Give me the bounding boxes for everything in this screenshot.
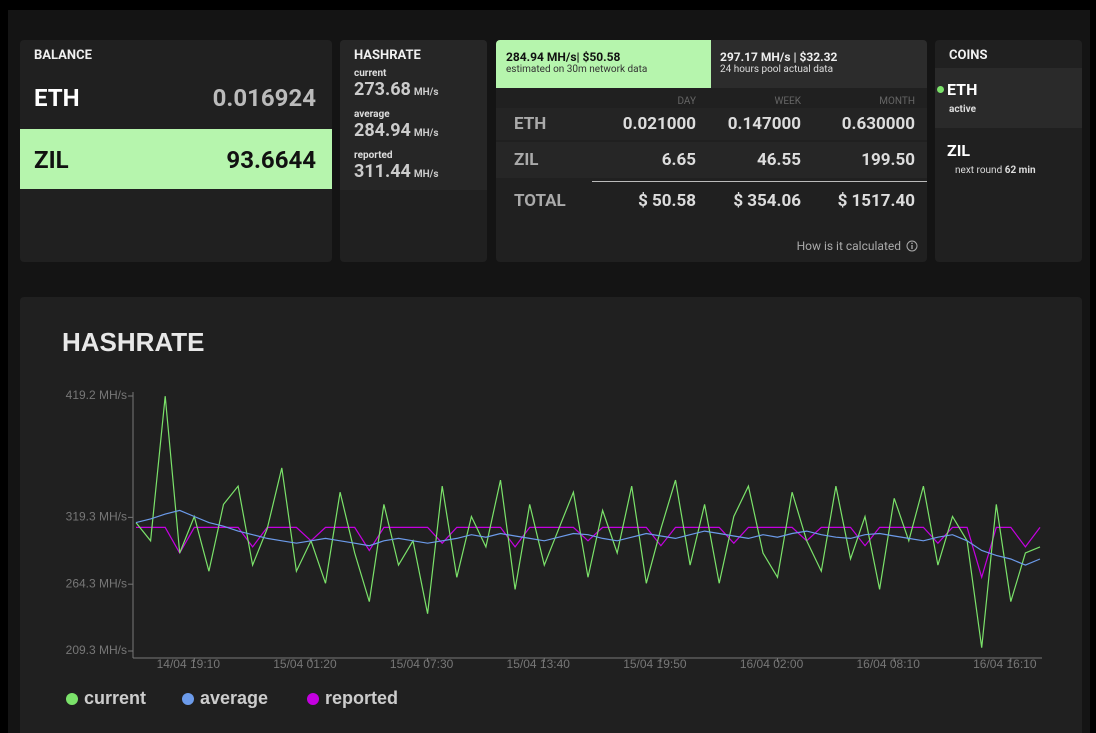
legend-label: reported xyxy=(325,688,398,708)
stat-value: 284.94 MH/s xyxy=(354,120,439,141)
eta: 62 min xyxy=(1004,165,1036,176)
x-tick-label: 15/04 19:50 xyxy=(623,657,687,671)
cell: 0.021000 xyxy=(622,114,696,134)
unit: MH/s xyxy=(413,128,439,139)
y-tick-label: 319.3 MH/s xyxy=(66,510,127,524)
cell: 199.50 xyxy=(861,150,915,170)
coins-card: COINS ETH active ZIL next round 62 min xyxy=(935,40,1082,262)
active-dot xyxy=(937,86,944,93)
coin-status: active xyxy=(949,104,976,115)
coin-name: ETH xyxy=(947,80,978,99)
coin-row[interactable]: ETH active xyxy=(935,68,1082,128)
card-title: BALANCE xyxy=(34,48,92,63)
cell: 6.65 xyxy=(661,150,696,170)
stat-label: current xyxy=(354,68,387,79)
help-link[interactable]: How is it calculated xyxy=(796,239,901,253)
y-tick-label: 419.2 MH/s xyxy=(66,388,127,402)
cell: 46.55 xyxy=(757,150,801,170)
legend-swatch xyxy=(66,693,78,705)
x-tick-label: 16/04 02:00 xyxy=(740,657,804,671)
unit: MH/s xyxy=(413,87,439,98)
legend-swatch xyxy=(182,693,194,705)
tab-title: 284.94 MH/s| $50.58 xyxy=(506,50,621,64)
hashrate-card: HASHRATE current 273.68 MH/s average 284.… xyxy=(340,40,487,262)
series-line xyxy=(135,509,1041,566)
x-tick-label: 16/04 08:10 xyxy=(856,657,920,671)
column-header: WEEK xyxy=(774,96,801,107)
x-tick-label: 14/04 19:10 xyxy=(157,657,221,671)
tab[interactable]: 284.94 MH/s| $50.58 estimated on 30m net… xyxy=(496,40,711,88)
balance-card: BALANCE ETH 0.016924 ZIL 93.6644 xyxy=(20,40,332,262)
hashrate-panel xyxy=(340,40,487,190)
earnings-card: 284.94 MH/s| $50.58 estimated on 30m net… xyxy=(496,40,927,262)
coin-name: ZIL xyxy=(34,146,69,174)
y-tick-label: 264.3 MH/s xyxy=(66,576,127,590)
row-label: TOTAL xyxy=(514,191,566,211)
coin-name: ETH xyxy=(34,84,80,112)
cell: $ 1517.40 xyxy=(837,191,915,211)
cell: $ 354.06 xyxy=(733,191,801,211)
stat-label: average xyxy=(354,109,390,120)
legend-label: average xyxy=(200,688,268,708)
value: 284.94 xyxy=(354,120,411,141)
legend-swatch xyxy=(307,693,319,705)
tab-subtitle: 24 hours pool actual data xyxy=(720,64,834,75)
series-line xyxy=(135,396,1041,648)
coin-balance: 93.6644 xyxy=(226,146,316,174)
highlight-row: ZIL 93.6644 xyxy=(20,129,332,189)
cell: 0.630000 xyxy=(841,114,915,134)
info-icon xyxy=(906,240,918,252)
row xyxy=(496,142,927,178)
row xyxy=(496,108,927,140)
cell: $ 50.58 xyxy=(638,191,696,211)
x-tick-label: 15/04 13:40 xyxy=(507,657,571,671)
x-tick-label: 15/04 01:20 xyxy=(273,657,337,671)
value: 311.44 xyxy=(354,161,411,182)
y-tick-label: 209.3 MH/s xyxy=(66,643,127,657)
card-title: HASHRATE xyxy=(354,48,421,63)
coin-balance: 0.016924 xyxy=(212,84,316,112)
tab-subtitle: estimated on 30m network data xyxy=(506,64,648,75)
x-tick-label: 15/04 07:30 xyxy=(390,657,454,671)
legend-label: current xyxy=(84,688,146,708)
tab-title: 297.17 MH/s | $32.32 xyxy=(720,50,838,64)
row-label: ZIL xyxy=(514,150,539,170)
x-tick-label: 16/04 16:10 xyxy=(973,657,1037,671)
stat-value: 273.68 MH/s xyxy=(354,79,439,100)
column-header: DAY xyxy=(677,96,696,107)
stat-label: reported xyxy=(354,150,393,161)
stat-value: 311.44 MH/s xyxy=(354,161,439,182)
status: next round xyxy=(955,165,1003,176)
value: 273.68 xyxy=(354,79,411,100)
chart-title: HASHRATE xyxy=(62,327,205,357)
row-label: ETH xyxy=(514,114,547,134)
cell: 0.147000 xyxy=(727,114,801,134)
card-title: COINS xyxy=(949,48,988,63)
coin-status: next round 62 min xyxy=(955,165,1036,176)
column-header: MONTH xyxy=(879,96,915,107)
divider xyxy=(592,181,927,182)
tab[interactable]: 297.17 MH/s | $32.32 24 hours pool actua… xyxy=(711,40,927,88)
coin-name: ZIL xyxy=(947,141,971,160)
chart-card xyxy=(20,297,1082,733)
unit: MH/s xyxy=(413,169,439,180)
